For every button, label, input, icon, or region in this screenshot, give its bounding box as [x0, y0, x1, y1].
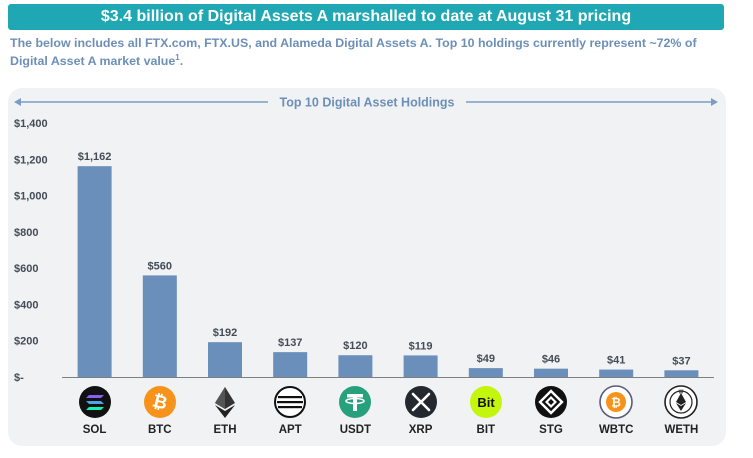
subtitle-end: . [179, 54, 184, 68]
bar [338, 355, 373, 377]
subtitle-body: The below includes all FTX.com, FTX.US, … [10, 36, 697, 68]
y-tick-label: $- [14, 372, 24, 384]
bar [468, 368, 503, 377]
category-label: APT [279, 424, 302, 436]
footnote-marker: 1 [175, 52, 180, 62]
category-label: WETH [664, 424, 698, 436]
data-label: $46 [542, 354, 560, 366]
data-label: $137 [278, 337, 302, 349]
bar [77, 166, 112, 377]
headline-banner: $3.4 billion of Digital Assets A marshal… [8, 4, 724, 30]
category-label: XRP [409, 424, 433, 436]
y-tick-label: $600 [14, 263, 38, 275]
bar [664, 370, 699, 377]
subtitle-text: The below includes all FTX.com, FTX.US, … [10, 34, 730, 70]
title-arrow-right [711, 98, 718, 106]
data-label: $49 [477, 353, 495, 365]
y-tick-label: $800 [14, 227, 38, 239]
y-tick-label: $400 [14, 299, 38, 311]
bar [534, 368, 568, 377]
category-label: SOL [83, 424, 107, 436]
data-label: $120 [343, 340, 367, 352]
chart-title: Top 10 Digital Asset Holdings [279, 96, 454, 110]
data-label: $119 [409, 340, 433, 352]
bar [403, 355, 438, 377]
data-label: $560 [148, 260, 172, 272]
y-tick-label: $1,400 [14, 118, 48, 130]
bar [208, 342, 242, 377]
y-tick-label: $1,000 [14, 191, 48, 203]
category-label: WBTC [599, 424, 634, 436]
category-label: USDT [340, 424, 371, 436]
data-label: $37 [672, 355, 690, 367]
bar [142, 275, 177, 377]
bar [599, 369, 634, 377]
y-tick-label: $200 [14, 336, 38, 348]
category-label: STG [539, 424, 563, 436]
data-label: $1,162 [78, 151, 112, 163]
category-label: BIT [477, 424, 496, 436]
data-label: $41 [607, 355, 625, 367]
category-label: ETH [214, 424, 237, 436]
category-label: BTC [148, 424, 172, 436]
headline-text: $3.4 billion of Digital Assets A marshal… [100, 8, 632, 25]
data-label: $192 [213, 327, 237, 339]
y-tick-label: $1,200 [14, 154, 48, 166]
bar [273, 352, 308, 377]
title-arrow-left [14, 98, 21, 106]
